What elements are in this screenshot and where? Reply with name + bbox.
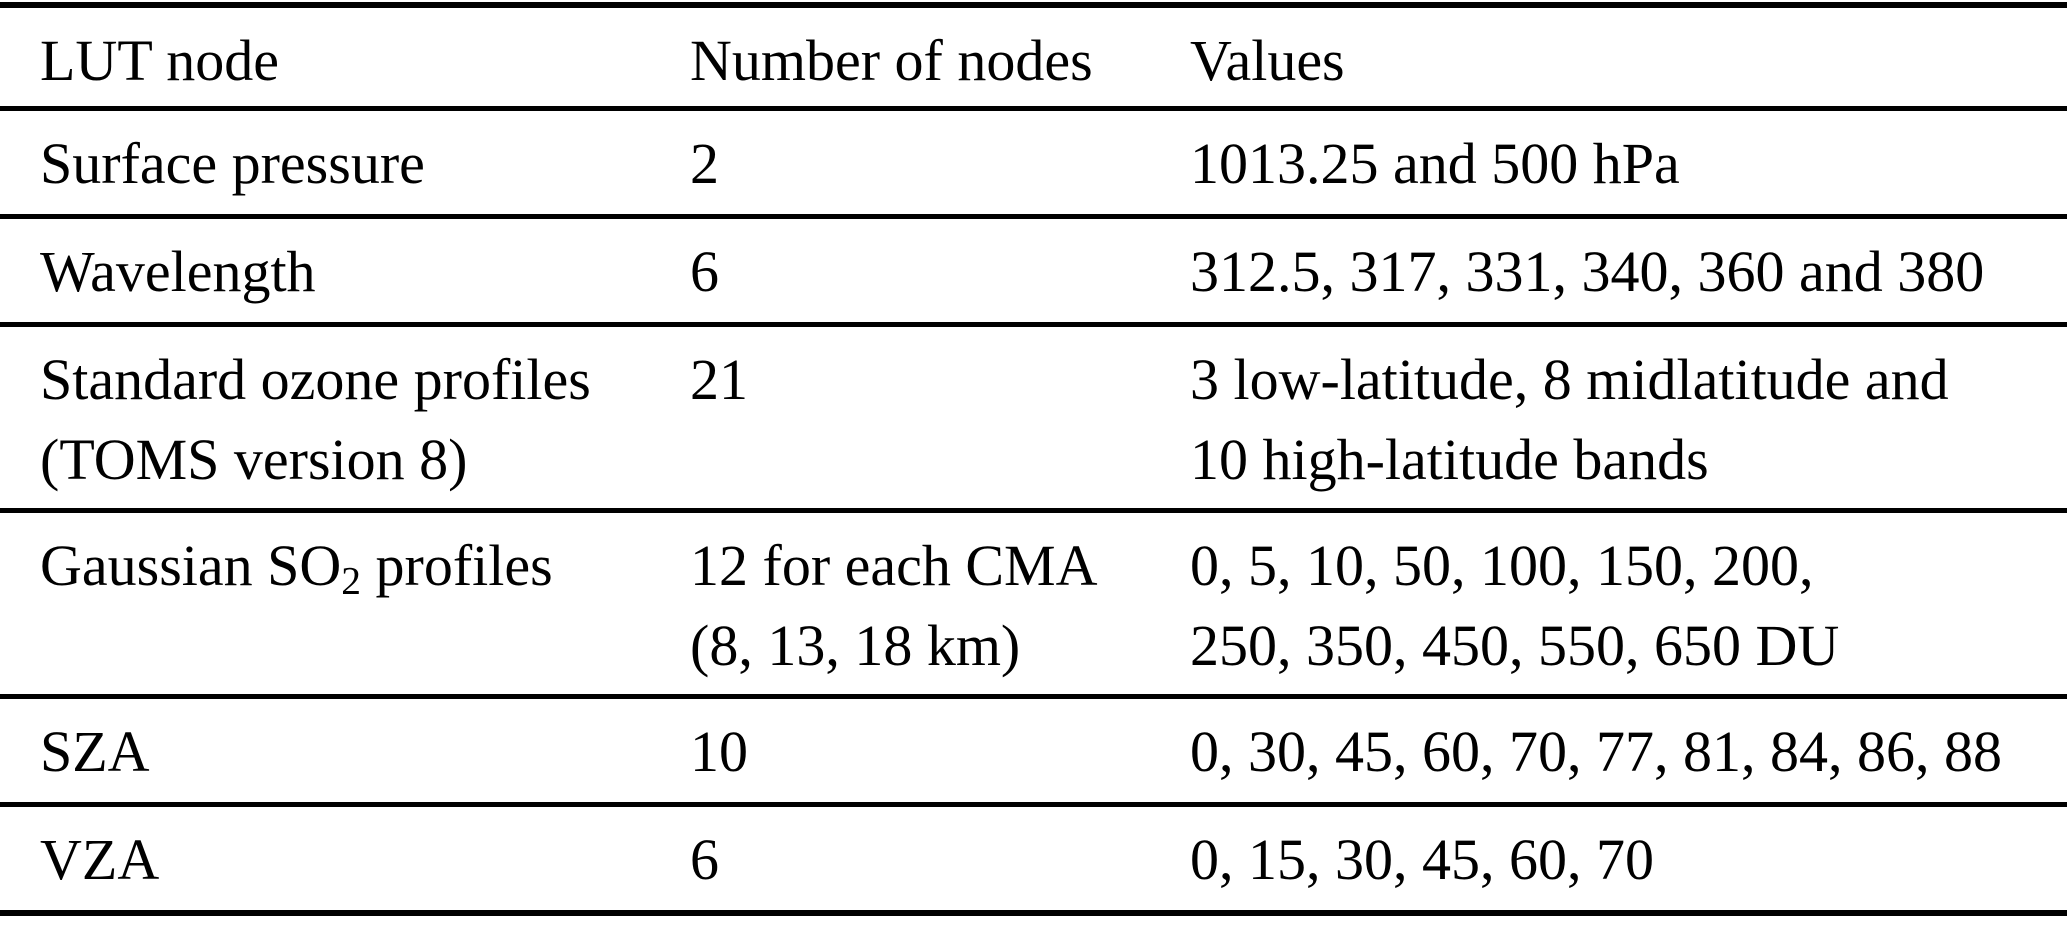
table-body: Surface pressure 2 1013.25 and 500 hPa W…	[0, 106, 2067, 910]
cell-line: 250, 350, 450, 550, 650 DU	[1190, 613, 1840, 678]
cell-line: 12 for each CMA	[690, 533, 1098, 598]
cell-line: (8, 13, 18 km)	[690, 613, 1021, 678]
subscript: 2	[341, 558, 361, 603]
cell-line: Standard ozone profiles	[40, 347, 591, 412]
table-row: SZA 10 0, 30, 45, 60, 70, 77, 81, 84, 86…	[0, 694, 2067, 802]
cell-values: 0, 5, 10, 50, 100, 150, 200, 250, 350, 45…	[1190, 513, 2067, 694]
cell-lut-node: SZA	[40, 699, 690, 802]
cell-line: 21	[690, 347, 748, 412]
cell-number-of-nodes: 21	[690, 327, 1190, 508]
cell-line: Surface pressure	[40, 131, 425, 196]
cell-line: 6	[690, 827, 719, 892]
cell-line: 2	[690, 131, 719, 196]
table-row: VZA 6 0, 15, 30, 45, 60, 70	[0, 802, 2067, 910]
cell-number-of-nodes: 12 for each CMA (8, 13, 18 km)	[690, 513, 1190, 694]
column-header-number-of-nodes: Number of nodes	[690, 28, 1093, 93]
cell-lut-node: Gaussian SO2 profiles	[40, 513, 690, 694]
cell-line: 6	[690, 239, 719, 304]
table-header-row: LUT node Number of nodes Values	[0, 8, 2067, 106]
cell-line: Wavelength	[40, 239, 316, 304]
table-row: Wavelength 6 312.5, 317, 331, 340, 360 a…	[0, 214, 2067, 322]
table-row: Gaussian SO2 profiles 12 for each CMA (8,…	[0, 508, 2067, 694]
cell-number-of-nodes: 6	[690, 807, 1190, 910]
lut-nodes-table: LUT node Number of nodes Values Surface …	[0, 2, 2067, 916]
cell-values: 0, 30, 45, 60, 70, 77, 81, 84, 86, 88	[1190, 699, 2067, 802]
cell-lut-node: Surface pressure	[40, 111, 690, 214]
cell-number-of-nodes: 2	[690, 111, 1190, 214]
column-header-lut-node: LUT node	[40, 28, 279, 93]
column-header-values: Values	[1190, 28, 1345, 93]
cell-line: 0, 15, 30, 45, 60, 70	[1190, 827, 1654, 892]
cell-lut-node: VZA	[40, 807, 690, 910]
cell-values: 1013.25 and 500 hPa	[1190, 111, 2067, 214]
cell-line: 312.5, 317, 331, 340, 360 and 380	[1190, 239, 1985, 304]
cell-line: (TOMS version 8)	[40, 427, 468, 492]
cell-line: VZA	[40, 827, 160, 892]
cell-line: 3 low-latitude, 8 midlatitude and	[1190, 347, 1949, 412]
cell-values: 0, 15, 30, 45, 60, 70	[1190, 807, 2067, 910]
table-row: Standard ozone profiles (TOMS version 8) …	[0, 322, 2067, 508]
cell-line: SZA	[40, 719, 150, 784]
cell-line: 10 high-latitude bands	[1190, 427, 1709, 492]
cell-line: 0, 5, 10, 50, 100, 150, 200,	[1190, 533, 1814, 598]
cell-number-of-nodes: 6	[690, 219, 1190, 322]
cell-values: 312.5, 317, 331, 340, 360 and 380	[1190, 219, 2067, 322]
cell-line: 0, 30, 45, 60, 70, 77, 81, 84, 86, 88	[1190, 719, 2002, 784]
cell-number-of-nodes: 10	[690, 699, 1190, 802]
table-row: Surface pressure 2 1013.25 and 500 hPa	[0, 106, 2067, 214]
cell-lut-node: Wavelength	[40, 219, 690, 322]
cell-line: 10	[690, 719, 748, 784]
cell-values: 3 low-latitude, 8 midlatitude and 10 high…	[1190, 327, 2067, 508]
cell-line: Gaussian SO2 profiles	[40, 533, 553, 603]
cell-lut-node: Standard ozone profiles (TOMS version 8)	[40, 327, 690, 508]
cell-line: 1013.25 and 500 hPa	[1190, 131, 1680, 196]
